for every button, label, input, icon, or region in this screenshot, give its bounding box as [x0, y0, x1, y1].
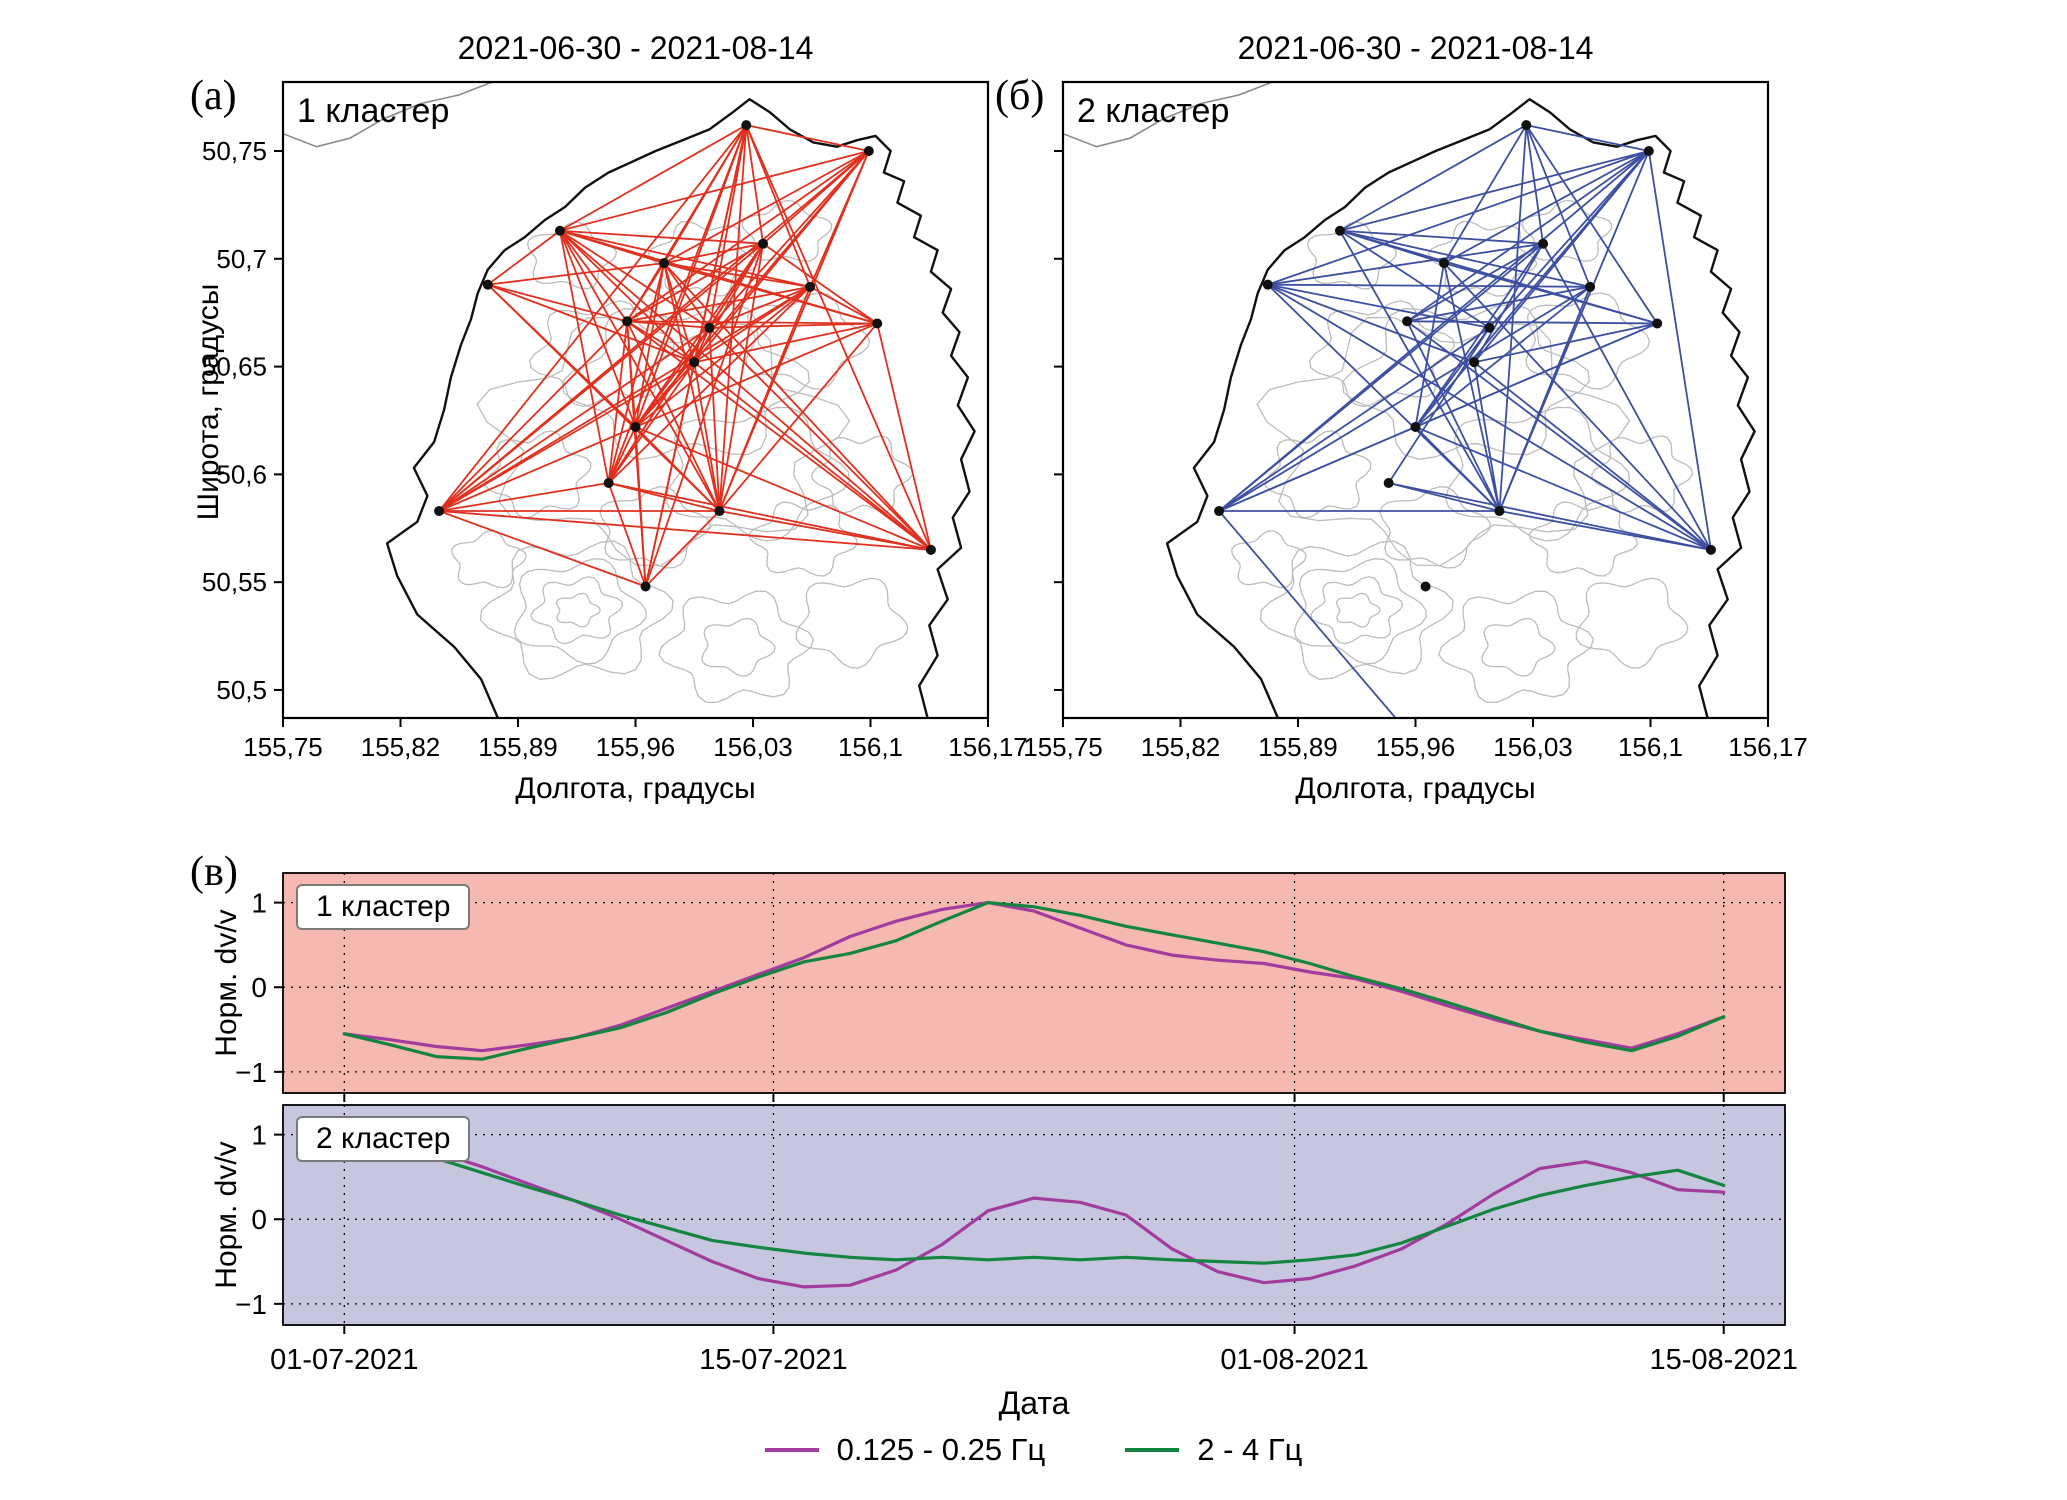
- maps-y-axis-label: Широта, градусы: [192, 283, 225, 521]
- svg-text:50,55: 50,55: [202, 567, 267, 597]
- ts-cluster-2-label: 2 кластер: [296, 1116, 471, 1162]
- map-b-x-axis-label: Долгота, градусы: [1295, 772, 1536, 805]
- svg-text:156,17: 156,17: [1728, 732, 1808, 762]
- map-cluster-1-plot: 155,75 155,82 155,89 155,96 156,03 156,1 156,1…: [202, 80, 1028, 762]
- svg-text:155,96: 155,96: [596, 732, 676, 762]
- svg-text:50,75: 50,75: [202, 136, 267, 166]
- map-cluster-1-label: 1 кластер: [297, 92, 450, 130]
- svg-text:50,7: 50,7: [216, 244, 267, 274]
- svg-text:50,6: 50,6: [216, 459, 267, 489]
- svg-text:155,82: 155,82: [1141, 732, 1221, 762]
- svg-text:155,82: 155,82: [361, 732, 441, 762]
- green-line-swatch: [1125, 1448, 1180, 1452]
- timeseries-cluster-1-plot: −1 0 1: [235, 872, 1786, 1102]
- purple-line-swatch: [764, 1448, 819, 1452]
- legend-label-high-freq: 2 - 4 Гц: [1197, 1432, 1303, 1467]
- svg-text:156,03: 156,03: [713, 732, 793, 762]
- svg-text:0: 0: [251, 1204, 267, 1235]
- svg-text:156,17: 156,17: [948, 732, 1028, 762]
- svg-text:155,75: 155,75: [243, 732, 323, 762]
- svg-text:156,03: 156,03: [1493, 732, 1573, 762]
- svg-text:01-07-2021: 01-07-2021: [270, 1344, 418, 1376]
- panel-v-letter: (в): [190, 849, 238, 895]
- svg-text:50,65: 50,65: [202, 352, 267, 382]
- svg-text:50,5: 50,5: [216, 675, 267, 705]
- map-a-title: 2021-06-30 - 2021-08-14: [457, 30, 814, 66]
- ts-cluster-1-label: 1 кластер: [296, 884, 471, 930]
- legend-label-low-freq: 0.125 - 0.25 Гц: [836, 1432, 1046, 1467]
- legend-item-high-freq: 2 - 4 Гц: [1125, 1432, 1302, 1468]
- svg-text:156,1: 156,1: [1618, 732, 1683, 762]
- map-a-x-axis-label: Долгота, градусы: [515, 772, 756, 805]
- svg-text:1: 1: [251, 1120, 267, 1151]
- svg-text:15-08-2021: 15-08-2021: [1650, 1344, 1798, 1376]
- svg-text:0: 0: [251, 972, 267, 1003]
- svg-text:01-08-2021: 01-08-2021: [1220, 1344, 1368, 1376]
- map-cluster-2-label: 2 кластер: [1077, 92, 1230, 130]
- svg-text:15-07-2021: 15-07-2021: [699, 1344, 847, 1376]
- legend-item-low-freq: 0.125 - 0.25 Гц: [764, 1432, 1046, 1468]
- svg-text:156,1: 156,1: [838, 732, 903, 762]
- map-b-title: 2021-06-30 - 2021-08-14: [1237, 30, 1594, 66]
- svg-text:155,89: 155,89: [478, 732, 558, 762]
- panel-b-letter: (б): [995, 73, 1045, 119]
- svg-text:−1: −1: [235, 1289, 267, 1320]
- date-axis-label: Дата: [998, 1385, 1070, 1421]
- svg-text:155,75: 155,75: [1023, 732, 1103, 762]
- svg-text:−1: −1: [235, 1057, 267, 1088]
- svg-text:155,89: 155,89: [1258, 732, 1338, 762]
- map-cluster-2-plot: 155,75 155,82 155,89 155,96 156,03 156,1 156,1…: [1023, 80, 1808, 762]
- panel-a-letter: (а): [190, 73, 237, 119]
- legend: 0.125 - 0.25 Гц 2 - 4 Гц: [0, 1432, 2067, 1468]
- svg-text:155,96: 155,96: [1376, 732, 1456, 762]
- svg-text:1: 1: [251, 888, 267, 919]
- timeseries-cluster-2-plot: 01-07-2021 15-07-2021 01-08-2021 15-08-2021…: [235, 1104, 1798, 1376]
